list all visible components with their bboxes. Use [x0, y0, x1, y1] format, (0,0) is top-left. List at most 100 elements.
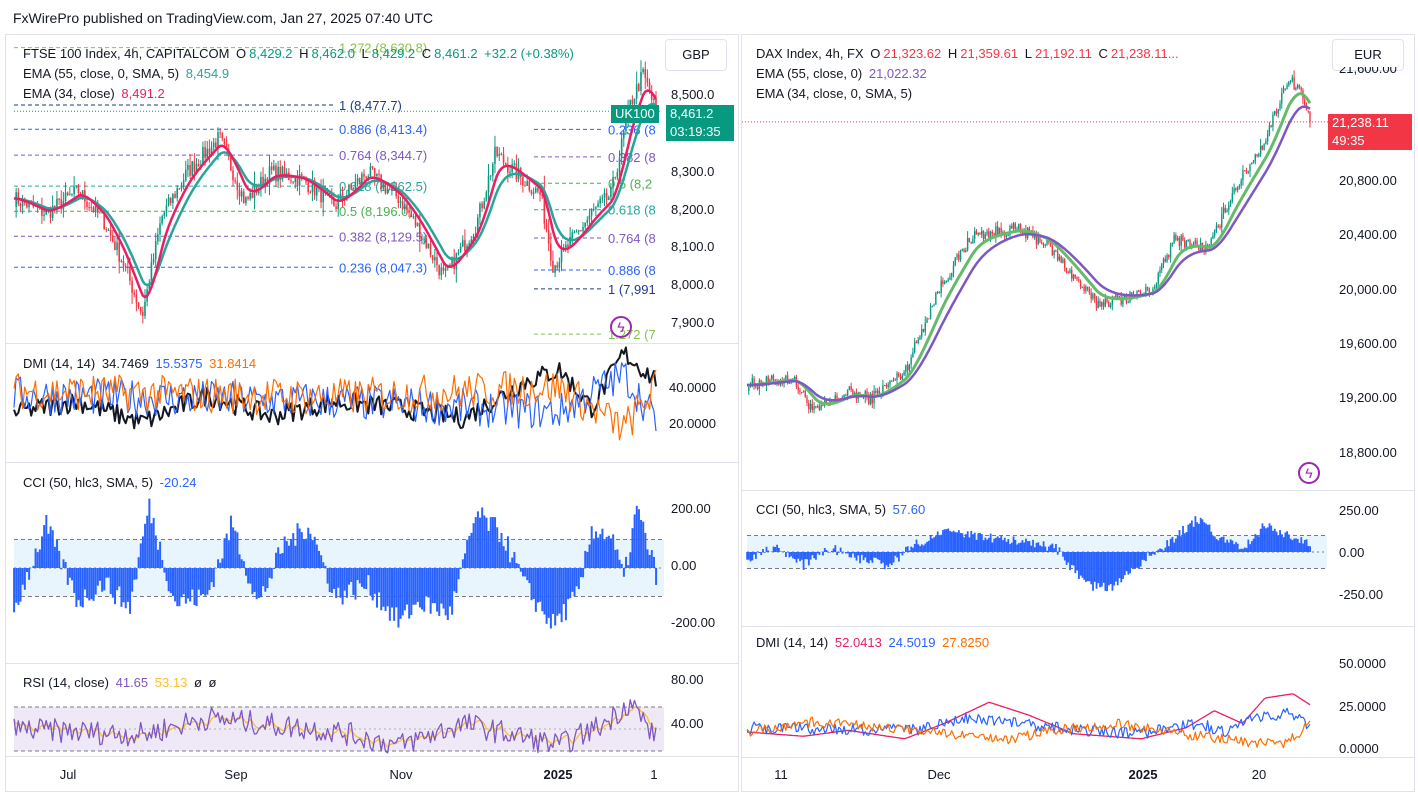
- cci-bar: [1198, 523, 1200, 552]
- ftse-dmi-pane[interactable]: DMI (14, 14) 34.7469 15.5375 31.8414 40.…: [6, 344, 738, 462]
- dax-ema55-legend[interactable]: EMA (55, close, 0) 21,022.32: [756, 66, 927, 81]
- candle: [1005, 235, 1008, 237]
- ftse-dmi-plot[interactable]: [6, 344, 738, 462]
- cci-bar: [56, 540, 59, 568]
- candle: [1062, 259, 1064, 263]
- ema34-line: [746, 92, 1312, 406]
- candle: [219, 132, 221, 134]
- dax-dmi-pane[interactable]: DMI (14, 14) 52.0413 24.5019 27.8250 50.…: [742, 627, 1414, 757]
- cci-bar: [952, 530, 955, 552]
- cci-bar: [1258, 536, 1260, 552]
- cci-bar: [1302, 543, 1304, 552]
- cci-bar: [247, 568, 250, 584]
- cci-bar: [526, 568, 529, 581]
- candle: [333, 198, 335, 207]
- ftse-ema55-legend[interactable]: EMA (55, close, 0, SMA, 5) 8,454.9: [23, 66, 230, 81]
- fib-level-label: 0.5 (8,196.0): [339, 204, 413, 219]
- cci-bar: [588, 544, 591, 568]
- currency-badge-eur[interactable]: EUR: [1332, 39, 1404, 71]
- ftse-countdown-tag: 03:19:35: [666, 123, 734, 141]
- candle: [961, 249, 964, 251]
- currency-badge-gbp[interactable]: GBP: [665, 39, 727, 71]
- cci-bar: [1046, 550, 1049, 552]
- candle: [599, 198, 601, 204]
- candle: [804, 391, 806, 398]
- cci-bar: [468, 535, 471, 568]
- cci-bar: [275, 552, 278, 568]
- candle: [1095, 298, 1098, 308]
- cci-bar: [345, 568, 348, 598]
- cci-bar: [109, 568, 112, 595]
- candle: [966, 237, 969, 250]
- cci-bar: [343, 568, 346, 591]
- candle: [554, 265, 556, 273]
- candle: [468, 243, 470, 247]
- cci-bar: [1026, 541, 1029, 552]
- cci-bar: [116, 568, 119, 591]
- candle: [648, 82, 651, 92]
- candle: [618, 157, 621, 173]
- dax-time-axis[interactable]: 11 Dec 2025 20: [742, 758, 1414, 791]
- ftse-price-tick: 8,100.0: [671, 239, 715, 254]
- cci-bar: [592, 538, 595, 568]
- flash-icon[interactable]: ϟ: [610, 316, 632, 338]
- dax-cci-pane[interactable]: CCI (50, hlc3, SMA, 5) 57.60 250.00 0.00…: [742, 491, 1414, 626]
- cci-bar: [427, 568, 430, 598]
- candle: [771, 375, 773, 380]
- cci-bar: [956, 532, 959, 552]
- ftse-rsi-plot[interactable]: [6, 664, 738, 756]
- dax-cci-tick: 0.00: [1339, 545, 1365, 560]
- dax-ema34-legend[interactable]: EMA (34, close, 0, SMA, 5): [756, 86, 913, 101]
- cci-bar: [408, 568, 411, 619]
- ftse-price-tick: 8,200.0: [671, 202, 715, 217]
- fib-level-label: 0.764 (8,344.7): [339, 148, 427, 163]
- candle: [853, 392, 856, 396]
- cci-bar: [53, 546, 56, 568]
- candle: [1168, 254, 1170, 258]
- ftse-cci-pane[interactable]: CCI (50, hlc3, SMA, 5) -20.24 200.00 0.0…: [6, 463, 738, 663]
- ftse-time-axis[interactable]: Jul Sep Nov 2025 1: [6, 757, 738, 791]
- rsi-line: [13, 699, 657, 754]
- candle: [230, 156, 232, 171]
- cci-bar: [896, 552, 899, 558]
- dax-price-pane[interactable]: DAX Index, 4h, FX O 21,323.62 H 21,359.61 …: [742, 35, 1414, 490]
- candle: [816, 406, 819, 408]
- fib-level-label: 0.886 (8: [608, 263, 656, 278]
- cci-bar: [1295, 538, 1297, 552]
- candle: [926, 318, 928, 323]
- cci-bar: [1166, 540, 1169, 552]
- candle: [1146, 286, 1149, 290]
- ftse-chart-panel[interactable]: 1.272 (8,630.8) 1 (8,477.7) 0.886 (8,413.4…: [5, 34, 739, 792]
- cci-bar: [1266, 527, 1269, 552]
- candle: [193, 161, 196, 172]
- candle: [1028, 227, 1031, 231]
- cci-bar: [763, 552, 766, 553]
- dax-cci-plot[interactable]: [742, 491, 1414, 626]
- candle: [640, 72, 642, 91]
- cci-bar: [277, 547, 280, 568]
- candle: [899, 376, 902, 379]
- candle: [601, 197, 604, 199]
- candle: [122, 260, 125, 267]
- candle: [464, 240, 466, 252]
- cci-bar: [193, 568, 196, 606]
- candle: [995, 226, 997, 237]
- dax-price-plot[interactable]: [742, 35, 1414, 490]
- ftse-rsi-pane[interactable]: RSI (14, close) 41.65 53.13 ø ø 80.00 40…: [6, 664, 738, 756]
- cci-bar: [1194, 516, 1197, 552]
- cci-bar: [1077, 552, 1080, 579]
- cci-bar: [210, 568, 213, 583]
- ftse-cci-plot[interactable]: [6, 463, 738, 663]
- candle: [797, 386, 799, 391]
- cci-bar: [530, 568, 533, 601]
- ftse-price-plot[interactable]: 1.272 (8,630.8) 1 (8,477.7) 0.886 (8,413.4…: [6, 35, 738, 343]
- candle: [1228, 204, 1230, 211]
- candle: [167, 197, 170, 206]
- cci-bar: [1265, 528, 1267, 552]
- flash-icon[interactable]: ϟ: [1298, 462, 1320, 484]
- ftse-ema34-legend[interactable]: EMA (34, close) 8,491.2: [23, 86, 165, 101]
- minus-di-line: [13, 369, 657, 441]
- ftse-price-pane[interactable]: 1.272 (8,630.8) 1 (8,477.7) 0.886 (8,413.4…: [6, 35, 738, 343]
- dax-dmi-plot[interactable]: [742, 627, 1414, 757]
- dax-chart-panel[interactable]: DAX Index, 4h, FX O 21,323.62 H 21,359.61 …: [741, 34, 1415, 792]
